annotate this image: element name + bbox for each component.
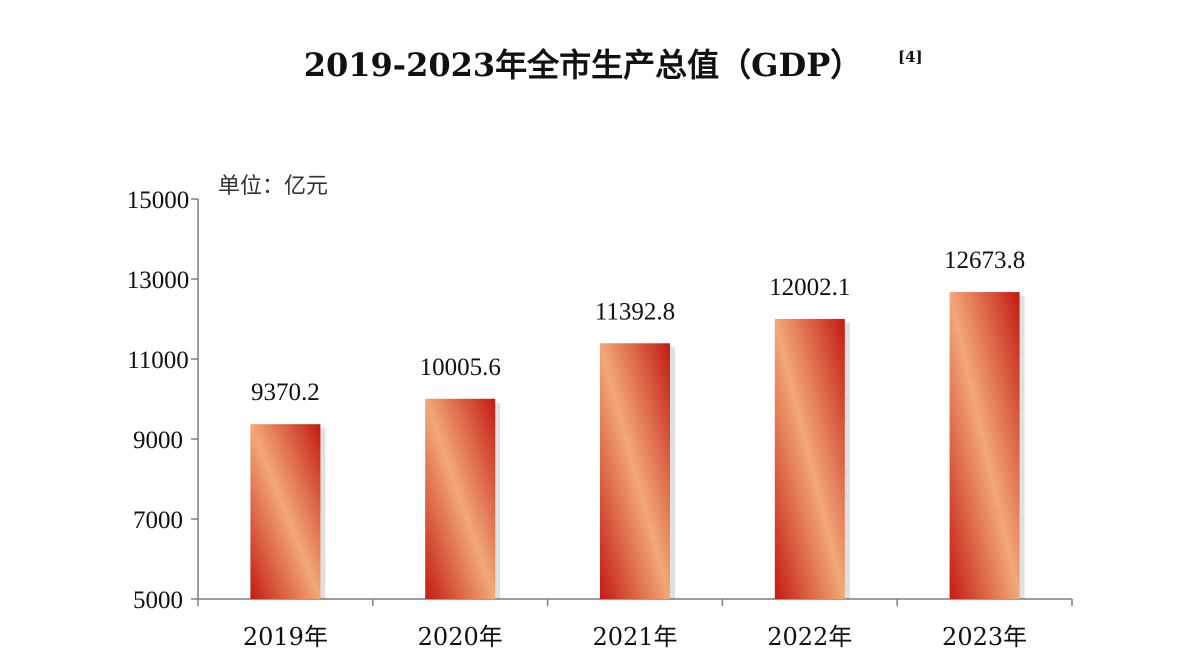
bar-value-label: 12673.8 bbox=[944, 247, 1025, 274]
bar bbox=[425, 398, 501, 599]
bar-value-label: 11392.8 bbox=[595, 298, 675, 325]
chart-title-text: 2019-2023年全市生产总值（GDP） bbox=[304, 46, 863, 84]
y-tick-label: 11000 bbox=[127, 347, 189, 374]
bar bbox=[600, 343, 675, 599]
bar-rect bbox=[774, 318, 845, 599]
x-category-label: 2021年 bbox=[592, 623, 677, 651]
x-category-label: 2023年 bbox=[942, 623, 1027, 651]
y-tick-label: 7000 bbox=[133, 507, 183, 534]
x-category-label: 2020年 bbox=[418, 623, 503, 651]
bar bbox=[250, 424, 326, 599]
bar bbox=[774, 318, 850, 599]
x-category-label: 2019年 bbox=[243, 623, 328, 651]
bar-value-label: 9370.2 bbox=[251, 379, 320, 406]
y-axis: 5000 7000 9000 11000 13000 15000 bbox=[127, 187, 199, 614]
x-category-label: 2022年 bbox=[767, 623, 852, 651]
bar-value-label: 12002.1 bbox=[769, 274, 850, 301]
y-tick-label: 9000 bbox=[133, 427, 183, 454]
y-tick-label: 13000 bbox=[127, 267, 190, 294]
bar-rect bbox=[425, 398, 496, 599]
y-tick-label: 5000 bbox=[133, 587, 183, 614]
bar-rect bbox=[250, 424, 321, 599]
y-tick-label: 15000 bbox=[127, 187, 190, 214]
x-axis: 2019年 2020年 2021年 2022年 2023年 bbox=[197, 598, 1073, 651]
bar-rect bbox=[600, 343, 670, 599]
bar-rect bbox=[949, 292, 1020, 599]
chart-title: 2019-2023年全市生产总值（GDP） [4] bbox=[304, 46, 923, 84]
data-labels: 9370.2 10005.6 11392.8 12002.1 12673.8 bbox=[251, 247, 1025, 406]
bar-value-label: 10005.6 bbox=[420, 354, 501, 381]
bar-series bbox=[250, 292, 1025, 599]
unit-label: 单位：亿元 bbox=[218, 174, 328, 199]
chart-title-reference: [4] bbox=[898, 48, 923, 66]
bar bbox=[949, 292, 1025, 599]
